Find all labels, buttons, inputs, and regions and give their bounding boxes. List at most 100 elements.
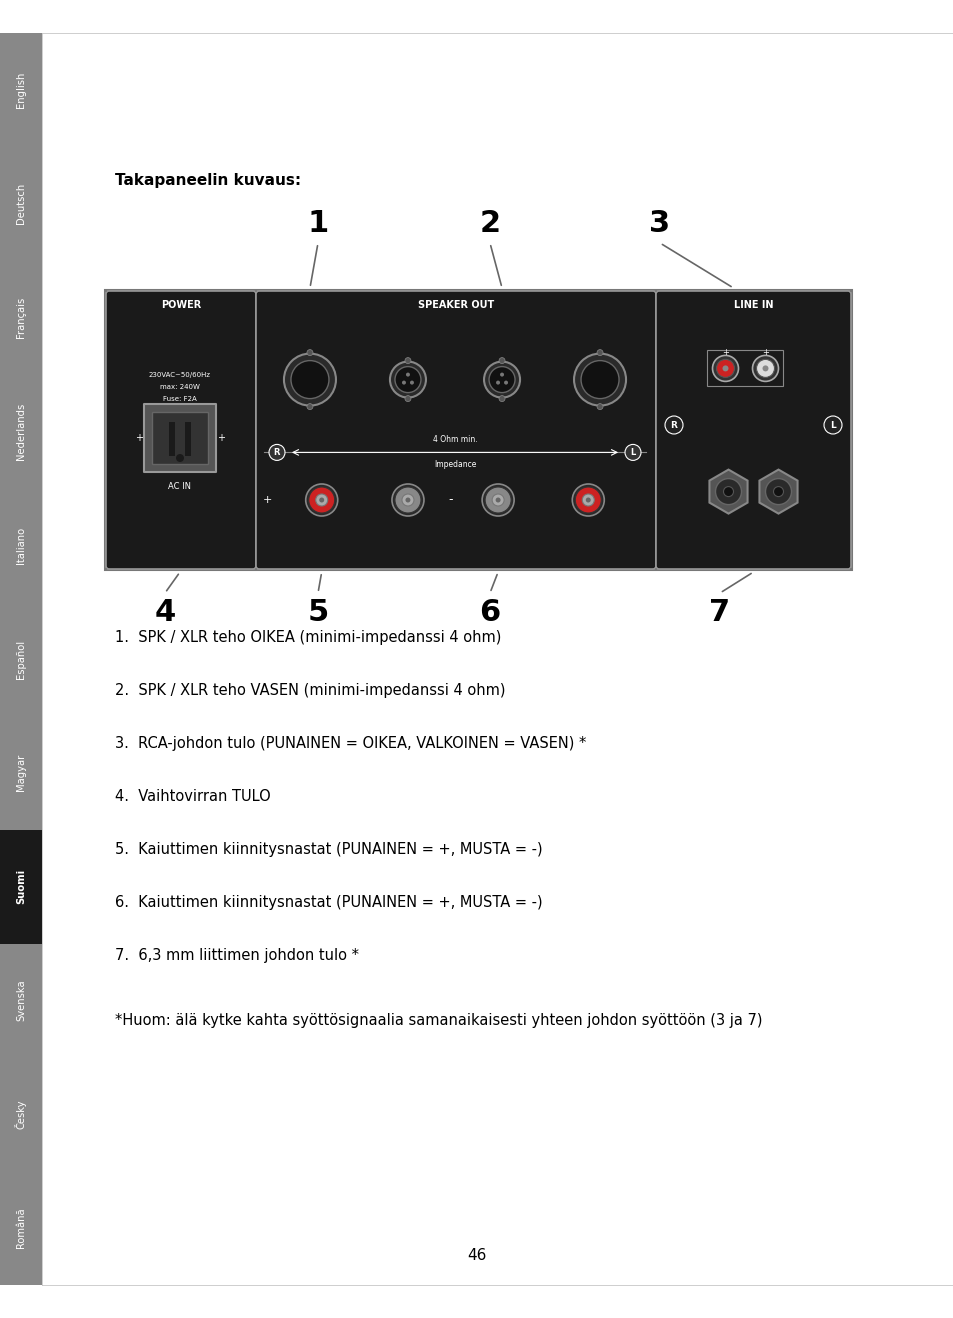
Circle shape bbox=[492, 494, 503, 506]
Bar bbox=[0, 488, 42, 602]
Circle shape bbox=[284, 353, 335, 406]
Text: 1.  SPK / XLR teho OIKEA (minimi-impedanssi 4 ohm): 1. SPK / XLR teho OIKEA (minimi-impedans… bbox=[115, 630, 501, 645]
Text: 4 Ohm min.: 4 Ohm min. bbox=[433, 435, 476, 444]
Text: English: English bbox=[16, 71, 26, 108]
Circle shape bbox=[597, 403, 602, 410]
Text: SPEAKER OUT: SPEAKER OUT bbox=[417, 301, 494, 310]
Text: -: - bbox=[448, 493, 453, 506]
Text: 5.  Kaiuttimen kiinnitysnastat (PUNAINEN = +, MUSTA = -): 5. Kaiuttimen kiinnitysnastat (PUNAINEN … bbox=[115, 842, 542, 857]
Circle shape bbox=[823, 416, 841, 434]
Text: 4: 4 bbox=[154, 598, 175, 627]
Bar bbox=[0, 1172, 42, 1285]
Circle shape bbox=[580, 361, 618, 398]
Circle shape bbox=[481, 484, 514, 517]
Text: R: R bbox=[274, 448, 280, 457]
Bar bbox=[0, 261, 42, 374]
Text: Română: Română bbox=[16, 1207, 26, 1248]
Circle shape bbox=[390, 361, 425, 398]
Circle shape bbox=[715, 478, 740, 505]
Circle shape bbox=[496, 381, 499, 385]
Text: +: + bbox=[262, 496, 272, 505]
Circle shape bbox=[395, 486, 420, 513]
Text: +: + bbox=[761, 348, 768, 357]
Circle shape bbox=[752, 356, 778, 381]
Text: AC IN: AC IN bbox=[169, 482, 192, 492]
FancyBboxPatch shape bbox=[656, 291, 850, 569]
Circle shape bbox=[498, 395, 504, 402]
Text: 46: 46 bbox=[467, 1248, 486, 1263]
Text: LINE IN: LINE IN bbox=[733, 301, 773, 310]
Text: *Huom: älä kytke kahta syöttösignaalia samanaikaisesti yhteen johdon syöttöön (3: *Huom: älä kytke kahta syöttösignaalia s… bbox=[115, 1014, 761, 1028]
Circle shape bbox=[712, 356, 738, 381]
Text: Deutsch: Deutsch bbox=[16, 183, 26, 224]
Circle shape bbox=[721, 365, 728, 372]
Text: 5: 5 bbox=[307, 598, 328, 627]
Text: 7: 7 bbox=[709, 598, 730, 627]
Circle shape bbox=[307, 349, 313, 356]
Circle shape bbox=[773, 486, 782, 497]
Circle shape bbox=[401, 381, 406, 385]
Bar bbox=[105, 290, 851, 569]
Circle shape bbox=[401, 494, 414, 506]
Text: Français: Français bbox=[16, 297, 26, 339]
Text: 4.  Vaihtovirran TULO: 4. Vaihtovirran TULO bbox=[115, 789, 271, 804]
Text: Impedance: Impedance bbox=[434, 460, 476, 469]
Circle shape bbox=[175, 453, 184, 463]
Circle shape bbox=[392, 484, 423, 517]
Text: max: 240W: max: 240W bbox=[160, 384, 200, 390]
Text: 3: 3 bbox=[649, 210, 670, 239]
Circle shape bbox=[485, 486, 511, 513]
Circle shape bbox=[489, 366, 515, 393]
Bar bbox=[0, 33, 42, 146]
Circle shape bbox=[410, 381, 414, 385]
Circle shape bbox=[664, 416, 682, 434]
Text: Español: Español bbox=[16, 639, 26, 679]
FancyBboxPatch shape bbox=[255, 291, 656, 569]
Text: Takapaneelin kuvaus:: Takapaneelin kuvaus: bbox=[115, 173, 301, 188]
Polygon shape bbox=[759, 469, 797, 514]
Circle shape bbox=[269, 444, 285, 460]
Text: 2.  SPK / XLR teho VASEN (minimi-impedanssi 4 ohm): 2. SPK / XLR teho VASEN (minimi-impedans… bbox=[115, 683, 505, 699]
Text: 3.  RCA-johdon tulo (PUNAINEN = OIKEA, VALKOINEN = VASEN) *: 3. RCA-johdon tulo (PUNAINEN = OIKEA, VA… bbox=[115, 735, 586, 751]
Circle shape bbox=[395, 366, 420, 393]
Text: 6: 6 bbox=[478, 598, 500, 627]
Circle shape bbox=[597, 349, 602, 356]
Bar bbox=[0, 146, 42, 261]
Circle shape bbox=[291, 361, 329, 398]
Text: 230VAC~50/60Hz: 230VAC~50/60Hz bbox=[149, 372, 211, 378]
Text: Česky: Česky bbox=[15, 1099, 27, 1130]
Circle shape bbox=[405, 497, 410, 502]
Circle shape bbox=[404, 357, 411, 364]
Circle shape bbox=[315, 494, 328, 506]
Circle shape bbox=[503, 381, 508, 385]
Circle shape bbox=[404, 395, 411, 402]
Circle shape bbox=[722, 486, 733, 497]
Circle shape bbox=[496, 497, 500, 502]
Bar bbox=[152, 413, 208, 464]
Text: 2: 2 bbox=[479, 210, 500, 239]
Circle shape bbox=[572, 484, 603, 517]
Circle shape bbox=[585, 497, 590, 502]
Polygon shape bbox=[709, 469, 747, 514]
Circle shape bbox=[406, 373, 410, 377]
Circle shape bbox=[309, 486, 335, 513]
Text: L: L bbox=[630, 448, 635, 457]
Bar bbox=[144, 405, 215, 472]
Text: 6.  Kaiuttimen kiinnitysnastat (PUNAINEN = +, MUSTA = -): 6. Kaiuttimen kiinnitysnastat (PUNAINEN … bbox=[115, 895, 542, 909]
Circle shape bbox=[307, 403, 313, 410]
Bar bbox=[0, 374, 42, 488]
Circle shape bbox=[319, 497, 324, 502]
Circle shape bbox=[716, 360, 734, 377]
Bar bbox=[185, 422, 191, 456]
Circle shape bbox=[575, 486, 600, 513]
Bar bbox=[0, 944, 42, 1057]
Circle shape bbox=[305, 484, 337, 517]
Text: +: + bbox=[135, 434, 143, 443]
Circle shape bbox=[483, 361, 519, 398]
Text: Magyar: Magyar bbox=[16, 754, 26, 791]
Text: Svenska: Svenska bbox=[16, 979, 26, 1021]
Text: Suomi: Suomi bbox=[16, 869, 26, 904]
Circle shape bbox=[581, 494, 594, 506]
Circle shape bbox=[756, 360, 774, 377]
Bar bbox=[0, 1057, 42, 1172]
